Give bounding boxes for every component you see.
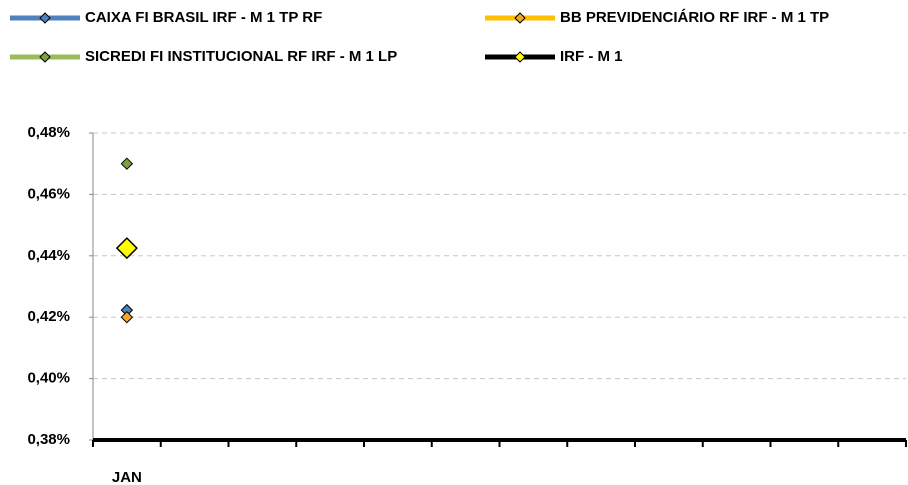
y-tick-label: 0,40% <box>27 370 70 387</box>
y-tick-label: 0,48% <box>27 124 70 141</box>
legend-marker <box>39 12 51 24</box>
legend-marker <box>514 12 526 24</box>
y-tick-label: 0,38% <box>27 431 70 448</box>
legend-marker <box>514 51 526 63</box>
legend-marker <box>39 51 51 63</box>
point-marker <box>120 157 134 170</box>
point-marker <box>115 237 138 260</box>
y-tick-label: 0,44% <box>27 247 70 264</box>
legend-label: SICREDI FI INSTITUCIONAL RF IRF - M 1 LP <box>85 48 397 65</box>
y-tick-label: 0,46% <box>27 185 70 202</box>
legend-label: BB PREVIDENCIÁRIO RF IRF - M 1 TP <box>560 9 829 26</box>
x-tick-label: JAN <box>112 469 142 485</box>
legend-label: IRF - M 1 <box>560 48 623 65</box>
legend-label: CAIXA FI BRASIL IRF - M 1 TP RF <box>85 9 322 26</box>
point-marker <box>120 310 134 324</box>
y-tick-label: 0,42% <box>27 308 70 325</box>
